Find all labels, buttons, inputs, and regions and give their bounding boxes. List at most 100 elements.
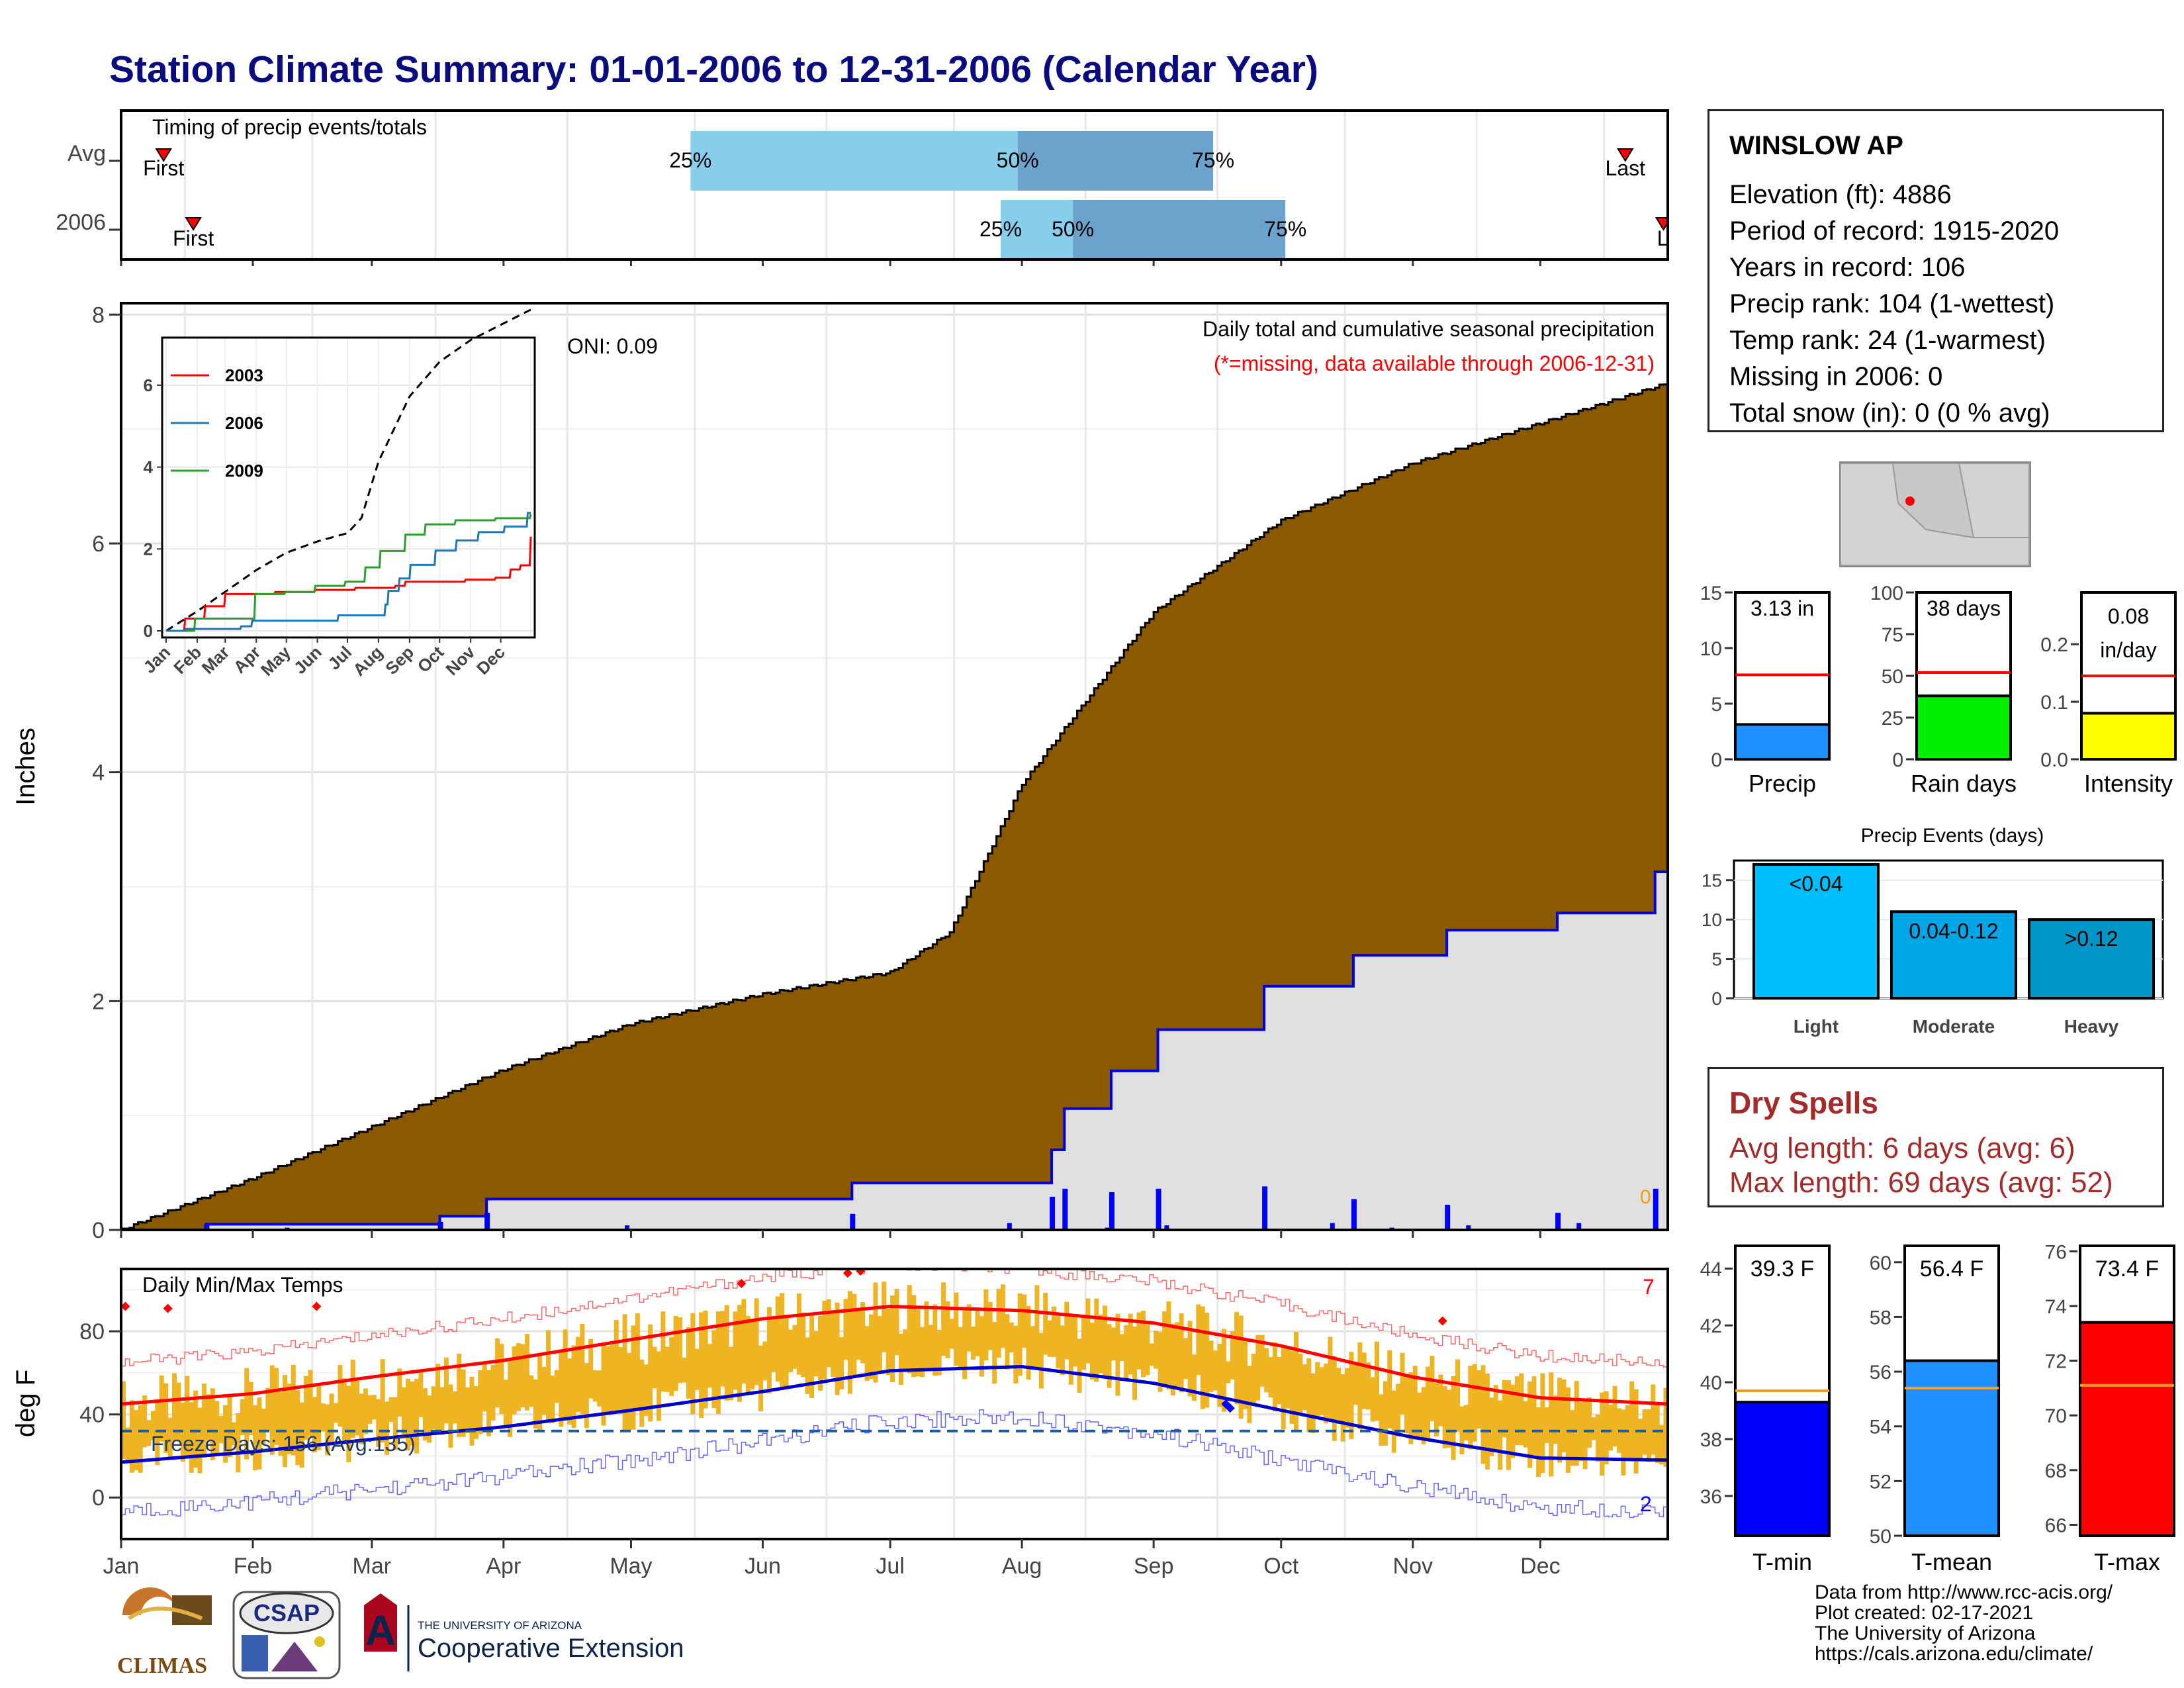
- daily-temp-range-bar: [1438, 1374, 1443, 1427]
- daily-temp-range-bar: [1361, 1352, 1367, 1409]
- daily-temp-range-bar: [388, 1397, 394, 1423]
- daily-temp-range-bar: [1404, 1377, 1409, 1433]
- temp-bar-tick-label: 60: [1870, 1252, 1891, 1274]
- summary-bar-tick-label: 0: [1711, 749, 1722, 771]
- daily-temp-range-bar: [1238, 1315, 1244, 1419]
- summary-bar-fill: [1734, 723, 1831, 761]
- daily-temp-range-bar: [1158, 1332, 1163, 1392]
- precip-events-category-label: Moderate: [1913, 1016, 1995, 1037]
- precip-events-category-label: Heavy: [2064, 1016, 2119, 1037]
- daily-temp-range-bar: [244, 1368, 250, 1460]
- temp-bar-tick-label: 68: [2045, 1460, 2067, 1482]
- temp-ylabel: deg F: [11, 1370, 40, 1437]
- oni-label: ONI: 0.09: [567, 334, 658, 358]
- daily-temp-range-bar: [236, 1413, 241, 1473]
- timing-row-avg: Avg: [68, 141, 106, 166]
- daily-temp-range-bar: [304, 1376, 309, 1440]
- daily-temp-range-bar: [1442, 1386, 1447, 1448]
- daily-precip-bar: [1330, 1223, 1335, 1230]
- avg-min-temp-line: [121, 1365, 1668, 1464]
- daily-temp-range-bar: [312, 1397, 317, 1453]
- daily-precip-bar: [1164, 1225, 1169, 1230]
- daily-temp-range-bar: [729, 1346, 734, 1401]
- daily-temp-range-bar: [316, 1383, 322, 1450]
- daily-temp-range-bar: [660, 1311, 666, 1392]
- timing-2006-pct-label: 25%: [979, 217, 1022, 241]
- daily-temp-range-bar: [962, 1310, 968, 1380]
- daily-temp-range-bar: [639, 1359, 645, 1427]
- daily-temp-range-bar: [699, 1312, 704, 1419]
- daily-temp-range-bar: [167, 1417, 173, 1459]
- daily-temp-range-bar: [490, 1365, 496, 1421]
- daily-temp-range-bar: [231, 1422, 236, 1446]
- daily-temp-range-bar: [206, 1394, 211, 1440]
- daily-temp-range-bar: [138, 1405, 143, 1473]
- daily-temp-range-bar: [775, 1296, 780, 1382]
- daily-temp-range-bar: [1349, 1352, 1354, 1439]
- precip-ytick-label: 4: [92, 761, 105, 786]
- daily-temp-range-bar: [1217, 1343, 1222, 1407]
- daily-temp-range-bar: [473, 1385, 478, 1439]
- inset-legend-label: 2006: [225, 413, 263, 433]
- daily-temp-range-bar: [1073, 1315, 1078, 1367]
- daily-temp-range-bar: [1625, 1405, 1630, 1460]
- daily-temp-range-bar: [129, 1400, 134, 1473]
- daily-temp-range-bar: [380, 1359, 385, 1443]
- daily-temp-range-bar: [750, 1321, 755, 1390]
- daily-temp-range-bar: [1230, 1331, 1235, 1380]
- daily-temp-range-bar: [733, 1311, 738, 1390]
- daily-temp-range-bar: [1009, 1322, 1014, 1352]
- inset-ytick-label: 4: [144, 457, 154, 477]
- daily-temp-range-bar: [686, 1327, 691, 1399]
- daily-temp-range-bar: [809, 1313, 815, 1399]
- record-high-line: [121, 1269, 1668, 1368]
- daily-temp-range-bar: [287, 1383, 292, 1454]
- daily-temp-range-bar: [134, 1409, 139, 1470]
- record-low-line: [121, 1409, 1668, 1519]
- daily-temp-range-bar: [1132, 1326, 1138, 1400]
- daily-temp-range-bar: [1294, 1332, 1299, 1430]
- daily-temp-range-bar: [1604, 1391, 1609, 1465]
- daily-temp-range-bar: [253, 1405, 258, 1471]
- summary-bar-value-label: in/day: [2100, 638, 2156, 662]
- temp-bar-tick-label: 76: [2045, 1241, 2067, 1263]
- timing-panel: 25% 50% 75% 25% 50% 75% First Last First La Timin…: [56, 109, 1669, 266]
- svg-text:A: A: [365, 1607, 396, 1654]
- daily-temp-range-bar: [784, 1315, 789, 1389]
- logos: CLIMAS CSAP A THE UNIVERSITY OF ARIZONA …: [109, 1579, 684, 1679]
- daily-temp-range-bar: [210, 1388, 215, 1460]
- record-high-marker: [842, 1269, 852, 1278]
- daily-temp-range-bar: [1433, 1383, 1439, 1436]
- daily-temp-range-bar: [1124, 1325, 1129, 1380]
- daily-temp-range-bar: [1468, 1366, 1473, 1450]
- temp-xtick-label: Apr: [486, 1554, 521, 1579]
- temp-bar-value-label: 56.4 F: [1920, 1256, 1983, 1282]
- daily-temp-range-bar: [1629, 1381, 1635, 1462]
- daily-precip-bar: [1109, 1192, 1115, 1230]
- daily-temp-range-bar: [971, 1326, 976, 1360]
- temp-bar-tick-label: 52: [1870, 1471, 1891, 1493]
- temp-xtick-label: May: [610, 1554, 652, 1579]
- daily-temp-range-bar: [1289, 1350, 1295, 1424]
- daily-temp-range-bar: [1553, 1395, 1558, 1444]
- daily-temp-range-bar: [1115, 1313, 1120, 1396]
- daily-temp-range-bar: [227, 1395, 232, 1458]
- daily-temp-range-bar: [1187, 1321, 1193, 1397]
- daily-temp-range-bar: [1531, 1376, 1537, 1456]
- daily-temp-range-bar: [584, 1363, 589, 1429]
- precip-events-bar-label: <0.04: [1790, 872, 1843, 896]
- inset-line-2009: [166, 514, 532, 632]
- daily-temp-range-bar: [1255, 1335, 1261, 1401]
- temp-bar-tick-label: 54: [1870, 1417, 1891, 1438]
- credit-plot-created: Plot created: 02-17-2021: [1815, 1602, 2034, 1624]
- daily-temp-range-bar: [1166, 1301, 1171, 1389]
- summary-bar-label: Intensity: [2084, 770, 2173, 797]
- temp-bar-value-label: 73.4 F: [2095, 1256, 2159, 1282]
- daily-temp-range-bar: [1527, 1381, 1533, 1468]
- daily-temp-range-bar: [839, 1337, 844, 1389]
- daily-temp-range-bar: [1493, 1385, 1498, 1450]
- daily-temp-range-bar: [1022, 1294, 1027, 1348]
- daily-temp-range-bar: [1034, 1285, 1040, 1368]
- daily-temp-range-bar: [966, 1304, 972, 1352]
- daily-temp-range-bar: [656, 1351, 661, 1421]
